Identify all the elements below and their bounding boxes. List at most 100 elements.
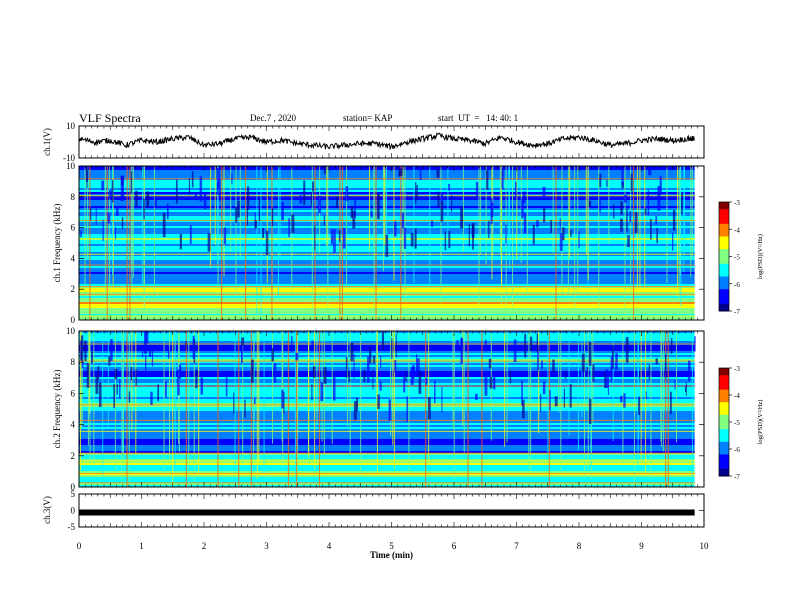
spectrogram-dropout [345, 357, 348, 379]
spectrogram-dropout [468, 224, 470, 247]
spectrogram-band [79, 471, 695, 473]
spectrogram-dropout [550, 220, 553, 233]
spectrogram-dropout [391, 338, 393, 359]
ch1-y-tick-label: -10 [63, 153, 75, 163]
sferic-strong [481, 331, 483, 487]
spectrogram-band [79, 443, 695, 445]
colorbar-cell [719, 287, 729, 290]
spectrogram-dropout [515, 181, 517, 201]
spectrogram-band [79, 282, 695, 284]
x-tick-label: 8 [577, 541, 582, 551]
spectrogram-dropout [258, 198, 261, 222]
spectrogram-dropout [120, 175, 123, 202]
spectrogram-dropout [81, 361, 84, 369]
sferic-strong [271, 166, 273, 320]
spectrogram-dropout [398, 168, 401, 177]
spectrogram-dropout [644, 208, 647, 215]
colorbar-cell [719, 427, 729, 430]
spectrogram-dropout [489, 377, 493, 389]
spectrogram-band [79, 357, 695, 359]
spectrogram-dropout [216, 182, 219, 196]
spectrogram-band [79, 379, 695, 381]
colorbar-cell [719, 459, 729, 463]
sferic-streak [242, 331, 244, 466]
spectrogram-dropout [592, 364, 595, 382]
sferic-streak [279, 166, 281, 258]
spectrogram-band [79, 316, 695, 318]
spectrogram-dropout [154, 196, 157, 209]
spectrogram-band [79, 312, 695, 314]
colorbar-cell [719, 380, 729, 383]
spectrogram-band [79, 381, 695, 383]
sferic-streak [463, 331, 465, 453]
colorbar-cell [719, 271, 729, 274]
colorbar-cell [719, 265, 729, 268]
spectrogram-dropout [377, 193, 380, 220]
colorbar-cell [719, 402, 729, 405]
spectrogram-dropout [563, 388, 566, 408]
spectrogram-dropout [441, 386, 443, 413]
spectrogram-dropout [130, 171, 133, 194]
spectrogram-dropout [403, 371, 406, 393]
spectrogram-dropout [565, 370, 567, 379]
spectrogram-dropout [116, 383, 118, 395]
sferic-streak [462, 166, 464, 253]
spectrogram-dropout [393, 221, 397, 237]
spectrogram-dropout [291, 214, 295, 234]
sferic-streak [88, 331, 90, 414]
sferic-strong [106, 166, 108, 320]
sferic-streak [462, 331, 464, 426]
sferic-streak [323, 331, 325, 455]
spectrogram-dropout [377, 394, 380, 410]
sferic-streak [516, 166, 518, 260]
spectrogram-dropout [620, 218, 623, 232]
sferic-streak [561, 166, 563, 295]
spectrogram-band [79, 304, 695, 306]
sferic-streak [666, 166, 668, 283]
spectrogram-band [79, 403, 695, 405]
x-tick-label: 7 [514, 541, 519, 551]
spectrogram-band [79, 467, 695, 469]
spectrogram-band [79, 427, 695, 429]
spectrogram-dropout [613, 204, 615, 219]
spectrogram-dropout [216, 167, 220, 189]
spectrogram-dropout [97, 366, 100, 380]
spectrogram-dropout [80, 230, 82, 238]
spectrogram-dropout [522, 399, 525, 419]
colorbar-cell [719, 456, 729, 459]
sferic-streak [84, 166, 86, 298]
colorbar-cell [719, 461, 729, 464]
sferic-streak [691, 166, 693, 258]
spectrogram-band [79, 423, 695, 425]
colorbar-cell [719, 202, 729, 205]
spectrogram-band [79, 391, 695, 393]
colorbar-cell [719, 396, 729, 400]
spectrogram-dropout [320, 382, 324, 402]
spectrogram-dropout [685, 382, 687, 396]
spectrogram-dropout [672, 210, 676, 231]
spectrogram-dropout [318, 195, 321, 214]
sferic-streak [384, 166, 386, 246]
spectrogram-dropout [241, 345, 243, 364]
colorbar-cell [719, 407, 729, 410]
sferic-streak [368, 166, 370, 251]
spectrogram-dropout [542, 381, 546, 395]
spectrogram-dropout [451, 195, 453, 212]
sferic-streak [598, 166, 600, 310]
sferic-streak [87, 166, 89, 259]
spectrogram-dropout [578, 231, 580, 248]
colorbar-cell [719, 278, 729, 281]
colorbar-ch2-tick-label: -7 [734, 473, 740, 481]
spectrogram-dropout [333, 229, 336, 253]
spectrogram-dropout [348, 370, 351, 382]
spectrogram-dropout [223, 227, 227, 245]
sferic-streak [568, 331, 570, 436]
sferic-strong [287, 331, 290, 487]
sferic-streak [587, 166, 589, 280]
spectrogram-band [79, 433, 695, 435]
colorbar-cell [719, 223, 729, 227]
sferic-streak [691, 331, 693, 486]
spectrogram-dropout [559, 233, 563, 252]
colorbar-cell [719, 423, 729, 427]
spectrogram-dropout [471, 223, 475, 238]
